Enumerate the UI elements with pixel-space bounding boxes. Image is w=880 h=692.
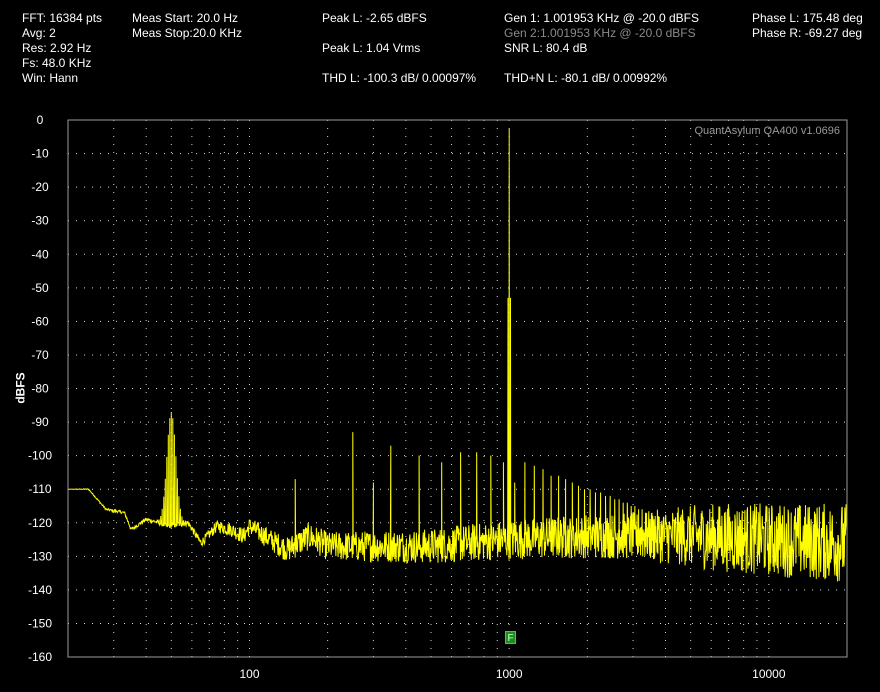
meas-start-readout: Meas Start: 20.0 Hz [132,11,239,25]
y-tick-label: -50 [31,281,49,295]
y-axis-label: dBFS [13,372,28,404]
x-tick-label: 100 [239,667,259,681]
plot-border [67,119,848,658]
y-tick-label: -30 [31,214,49,228]
y-tick-label: -110 [28,482,51,496]
y-tick-labels: 0 -10 -20 -30 -40 -50 -60 -70 -80 -90 -100 -110 -120… [28,113,52,664]
x-tick-labels: 100 1000 10000 [239,667,785,681]
phase-right-readout: Phase R: -69.27 deg [752,26,863,40]
fft-size-readout: FFT: 16384 pts [22,11,103,25]
y-tick-label: -40 [31,247,49,261]
y-tick-label: -120 [28,516,52,530]
y-tick-label: -20 [31,180,49,194]
y-tick-label: -70 [31,348,49,362]
y-tick-label: -10 [31,147,49,161]
thd-readout: THD L: -100.3 dB/ 0.00097% [322,71,477,85]
fundamental-marker: F [505,631,516,644]
chart-grid [68,120,847,657]
y-tick-label: -150 [28,616,52,630]
resolution-readout: Res: 2.92 Hz [22,41,92,55]
peak-dbfs-readout: Peak L: -2.65 dBFS [322,11,427,25]
peak-vrms-readout: Peak L: 1.04 Vrms [322,41,421,55]
window-readout: Win: Hann [22,71,79,85]
snr-readout: SNR L: 80.4 dB [504,41,588,55]
sample-rate-readout: Fs: 48.0 KHz [22,56,92,70]
y-tick-label: -80 [31,382,49,396]
y-tick-label: 0 [37,113,44,127]
phase-left-readout: Phase L: 175.48 deg [752,11,863,25]
x-tick-label: 10000 [752,667,786,681]
y-tick-label: -60 [31,314,49,328]
y-tick-label: -90 [31,415,49,429]
spectrum-trace [68,128,848,582]
y-tick-label: -140 [28,583,52,597]
thdn-readout: THD+N L: -80.1 dB/ 0.00992% [504,71,668,85]
y-tick-label: -100 [28,449,52,463]
y-tick-label: -130 [28,549,52,563]
y-tick-label: -160 [28,650,52,664]
gen2-readout: Gen 2:1.001953 KHz @ -20.0 dBFS [504,26,696,40]
gen1-readout: Gen 1: 1.001953 KHz @ -20.0 dBFS [504,11,699,25]
software-watermark: QuantAsylum QA400 v1.0696 [694,125,840,137]
spectrum-line [68,128,848,582]
meas-stop-readout: Meas Stop:20.0 KHz [132,26,243,40]
averages-readout: Avg: 2 [22,26,56,40]
x-tick-label: 1000 [496,667,523,681]
